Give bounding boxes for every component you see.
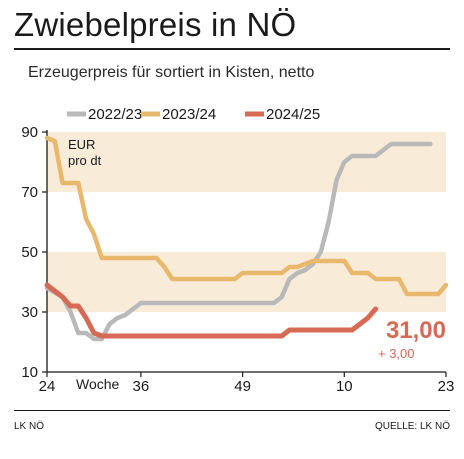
series-line-2023-24: [44, 135, 449, 297]
x-tick-label: 36: [133, 378, 150, 395]
y-tick-label: 30: [21, 304, 38, 321]
y-tick-label: 70: [21, 184, 38, 201]
x-tick-label: 23: [438, 378, 455, 395]
shaded-bands: [47, 132, 446, 312]
axes: 10 30 50 70 90 24 36 49 10 23 Woche: [21, 124, 454, 395]
legend-label: 2023/24: [162, 106, 216, 123]
title-rule: [14, 48, 450, 50]
footer-rule: [14, 410, 450, 411]
y-tick-label: 10: [21, 364, 38, 381]
series-line-2024-25: [44, 282, 379, 339]
footer-source: QUELLE: LK NÖ: [374, 421, 450, 432]
footer-source-short: LK NÖ: [14, 421, 45, 432]
shaded-band-1: [47, 132, 446, 192]
end-value-label: 31,00: [386, 317, 446, 344]
unit-label: pro dt: [68, 153, 102, 168]
x-axis-label: Woche: [76, 376, 120, 392]
chart-title: Zwiebelpreis in NÖ: [14, 6, 297, 43]
x-tick-label: 10: [336, 378, 353, 395]
x-tick-label: 49: [234, 378, 251, 395]
unit-label: EUR: [68, 137, 95, 152]
y-tick-label: 90: [21, 124, 38, 141]
chart-subtitle: Erzeugerpreis für sortiert in Kisten, ne…: [28, 64, 315, 81]
legend-label: 2024/25: [266, 106, 320, 123]
change-label: + 3,00: [378, 346, 415, 361]
legend: 2022/23 2023/24 2024/25: [67, 106, 320, 123]
x-tick-label: 24: [39, 378, 56, 395]
legend-label: 2022/23: [88, 106, 142, 123]
series-lines: [44, 135, 449, 342]
series-line-2022-23: [44, 141, 433, 342]
y-tick-label: 50: [21, 244, 38, 261]
